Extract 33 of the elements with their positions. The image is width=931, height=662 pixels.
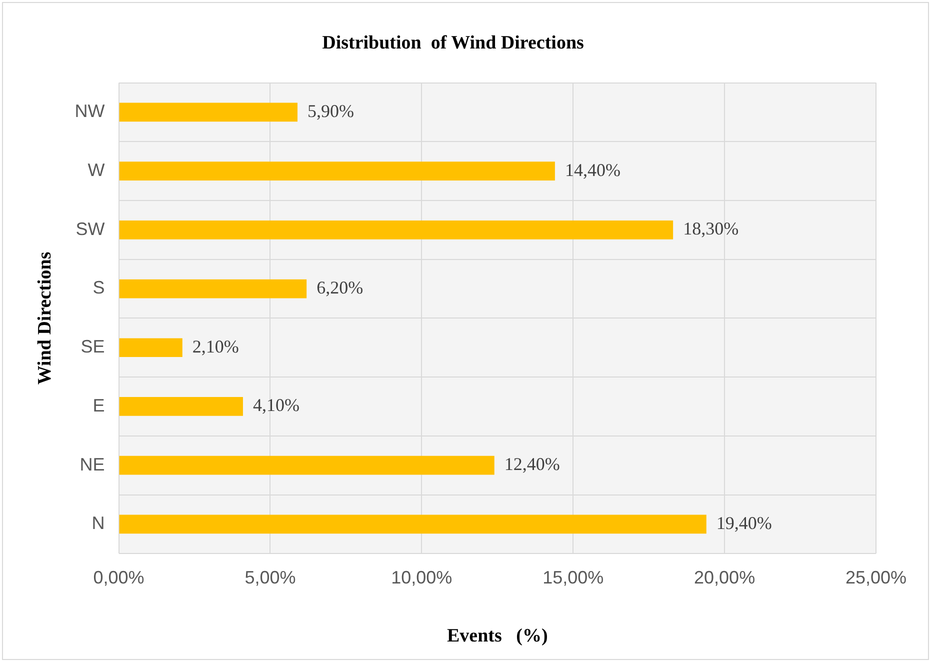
x-tick-label: 25,00%	[845, 567, 907, 588]
y-tick-label: SE	[80, 336, 105, 357]
data-label: 5,90%	[307, 100, 354, 121]
y-tick-label: SW	[76, 218, 105, 239]
data-label: 14,40%	[564, 160, 620, 180]
y-tick-label: N	[92, 513, 105, 534]
y-tick-label: NW	[74, 101, 105, 122]
x-tick-label: 10,00%	[391, 567, 452, 588]
data-label: 19,40%	[716, 512, 772, 533]
y-tick-label: NE	[80, 454, 105, 474]
y-tick-label: S	[92, 278, 105, 298]
bar	[119, 338, 182, 358]
data-label: 12,40%	[504, 454, 560, 474]
bar	[119, 102, 298, 122]
x-tick-label: 15,00%	[542, 567, 604, 588]
bar	[119, 162, 555, 180]
y-axis-title: Wind Directions	[34, 252, 56, 385]
x-axis-title: Events (%)	[446, 626, 548, 647]
data-label: 6,20%	[316, 278, 364, 298]
y-tick-label: W	[88, 160, 105, 180]
x-tick-label: 20,00%	[694, 567, 756, 588]
bar	[119, 514, 706, 534]
bar	[119, 397, 243, 416]
y-tick-label: E	[92, 395, 105, 416]
bar	[119, 220, 674, 240]
bar	[119, 279, 307, 298]
chart-title: Distribution of Wind Directions	[322, 32, 584, 54]
x-tick-label: 0,00%	[93, 567, 144, 588]
x-tick-label: 5,00%	[244, 567, 296, 588]
data-label: 18,30%	[683, 218, 739, 239]
data-label: 4,10%	[252, 395, 300, 416]
data-label: 2,10%	[192, 336, 239, 356]
bar	[119, 456, 494, 475]
